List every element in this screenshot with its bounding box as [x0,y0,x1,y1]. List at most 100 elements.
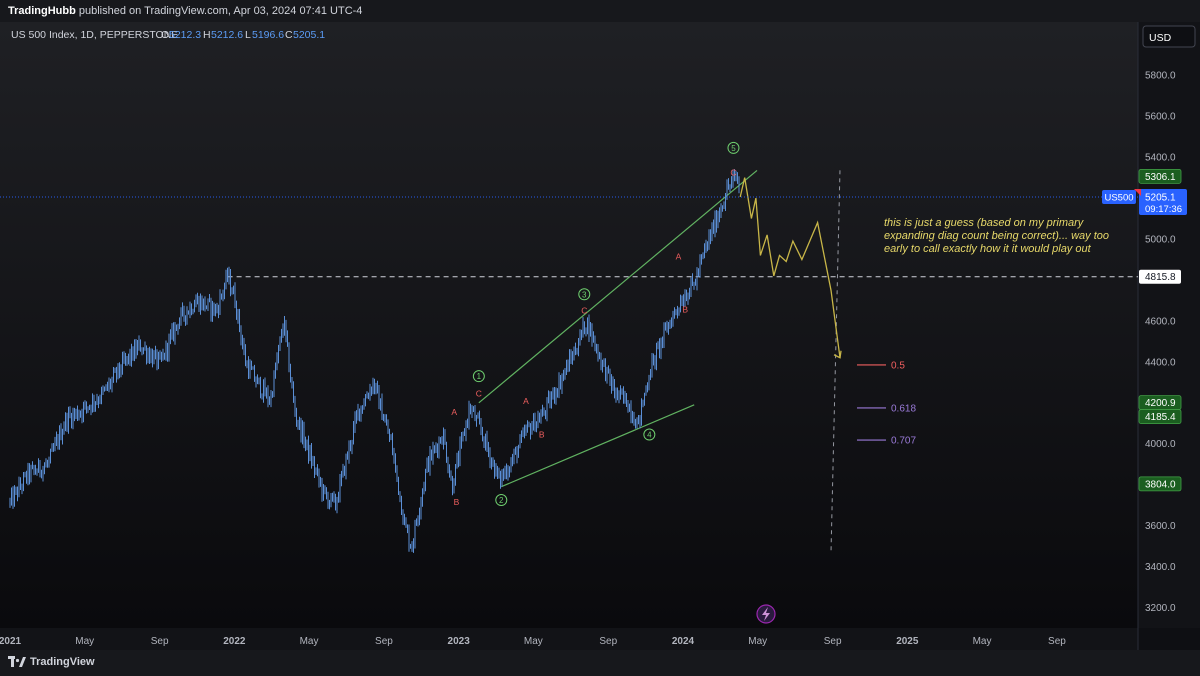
abc-label: B [682,305,688,315]
projection-path [739,177,842,359]
fib-levels: 0.5 0.618 0.707 [857,360,916,447]
x-tick-label: May [973,636,992,647]
currency-label: USD [1149,32,1172,44]
brand-name: TradingView [30,656,95,668]
wave-label-circle [643,428,656,441]
price-label-value: 4185.4 [1145,412,1176,423]
annotation-line: expanding diag count being correct)... w… [884,230,1109,242]
footer-bar: TradingView [0,650,1200,676]
abc-label: A [523,396,529,406]
ohlc-legend: US 500 Index, 1D, PEPPERSTONE O 5212.3 H… [11,29,325,41]
price-bars [9,169,740,553]
x-tick-label: 2023 [448,636,471,647]
last-price-value: 5205.1 [1145,193,1176,204]
tradingview-icon [8,656,26,667]
tradingview-logo[interactable]: TradingView [8,656,95,668]
x-tick-label: May [748,636,767,647]
y-tick-label: 3600.0 [1145,521,1176,532]
wave-labels: 1 2 3 4 5 A B C A B C A B C [451,141,740,507]
x-tick-label: May [300,636,319,647]
wave-label-number: 5 [731,144,736,153]
high-value: 5212.6 [211,29,243,41]
annotation-line: early to call exactly how it it would pl… [884,243,1092,255]
y-tick-label: 3400.0 [1145,562,1176,573]
price-chart[interactable]: 3200.03400.03600.03800.04000.04200.04400… [0,22,1200,650]
y-tick-label: 4400.0 [1145,357,1176,368]
x-tick-label: May [524,636,543,647]
price-label-value: 5306.1 [1145,172,1176,183]
publish-bar: TradingHubb published on TradingView.com… [0,0,1200,22]
publish-text: published on TradingView.com, Apr 03, 20… [75,5,363,17]
price-label-bg [1139,269,1181,284]
close-value: 5205.1 [293,29,325,41]
x-tick-label: Sep [1048,636,1066,647]
channel-lines [478,169,758,488]
author-name[interactable]: TradingHubb [8,5,76,17]
close-label: C [285,29,293,41]
open-value: 5212.3 [169,29,201,41]
bolt-icon [762,607,770,621]
wave-label-number: 1 [477,372,482,381]
price-label-value: 4815.8 [1145,272,1176,283]
plot-background [0,22,1138,628]
wave-label-circle [472,370,485,383]
price-label-bg [1138,168,1182,184]
currency-button-frame [1142,25,1196,48]
wave-label-circle [578,288,591,301]
x-tick-label: Sep [151,636,169,647]
fib-level-label: 0.707 [891,436,916,447]
currency-button[interactable]: USD [1142,25,1196,48]
wave-label-number: 2 [499,496,504,505]
x-tick-label: Sep [599,636,617,647]
x-tick-label: 2021 [0,636,22,647]
publish-info: TradingHubb published on TradingView.com… [8,5,362,17]
y-tick-label: 4600.0 [1145,316,1176,327]
fib-level-label: 0.5 [891,360,905,371]
lower-channel-line [501,404,695,488]
abc-label: C [476,389,482,399]
last-price-badge-bg [1139,189,1187,216]
y-tick-label: 5400.0 [1145,153,1176,164]
wave-label-circle [495,494,508,507]
y-tick-label: 5600.0 [1145,112,1176,123]
last-price-marker [1134,189,1141,197]
x-tick-label: 2024 [672,636,695,647]
abc-label: C [581,306,587,316]
price-label-value: 3804.0 [1145,479,1176,490]
y-tick-label: 5000.0 [1145,235,1176,246]
abc-label: B [539,430,545,440]
y-tick-label: 4000.0 [1145,439,1176,450]
symbol-badge-bg [1102,190,1136,205]
time-axis-panel [0,628,1138,650]
open-label: O [161,29,169,41]
abc-label: A [676,251,682,261]
fib-level-label: 0.618 [891,403,916,414]
low-label: L [245,29,251,41]
countdown-timer: 09:17:36 [1145,204,1182,215]
x-tick-label: Sep [375,636,393,647]
price-axis-panel [1138,22,1200,628]
y-tick-label: 5800.0 [1145,71,1176,82]
current-price: US500 5205.109:17:36 [0,189,1187,216]
wave-label-circle [727,141,740,154]
symbol-badge: US500 [1104,193,1133,204]
abc-label: C [730,167,736,177]
y-tick-label: 3200.0 [1145,603,1176,614]
abc-label: A [451,407,457,417]
x-axis: 2021 May Sep 2022 May Sep 2023 May Sep 2024 May Sep… [0,636,1066,647]
wave-label-number: 4 [647,431,652,440]
lightning-button[interactable] [756,604,776,624]
high-label: H [203,29,211,41]
wave-label-number: 3 [582,290,587,299]
price-labels: 5306.1 4815.8 4200.9 4185.4 3804.0 [1138,168,1182,492]
low-value: 5196.6 [252,29,284,41]
price-label-bg [1138,476,1182,492]
x-tick-label: 2025 [896,636,919,647]
projection-polyline [739,177,841,358]
annotation-text: this is just a guess (based on my primar… [884,217,1109,255]
symbol-label[interactable]: US 500 Index, 1D, PEPPERSTONE [11,29,178,41]
abc-label: B [454,497,460,507]
upper-channel-line [478,169,758,404]
x-tick-label: May [75,636,94,647]
annotation-line: this is just a guess (based on my primar… [884,217,1085,229]
